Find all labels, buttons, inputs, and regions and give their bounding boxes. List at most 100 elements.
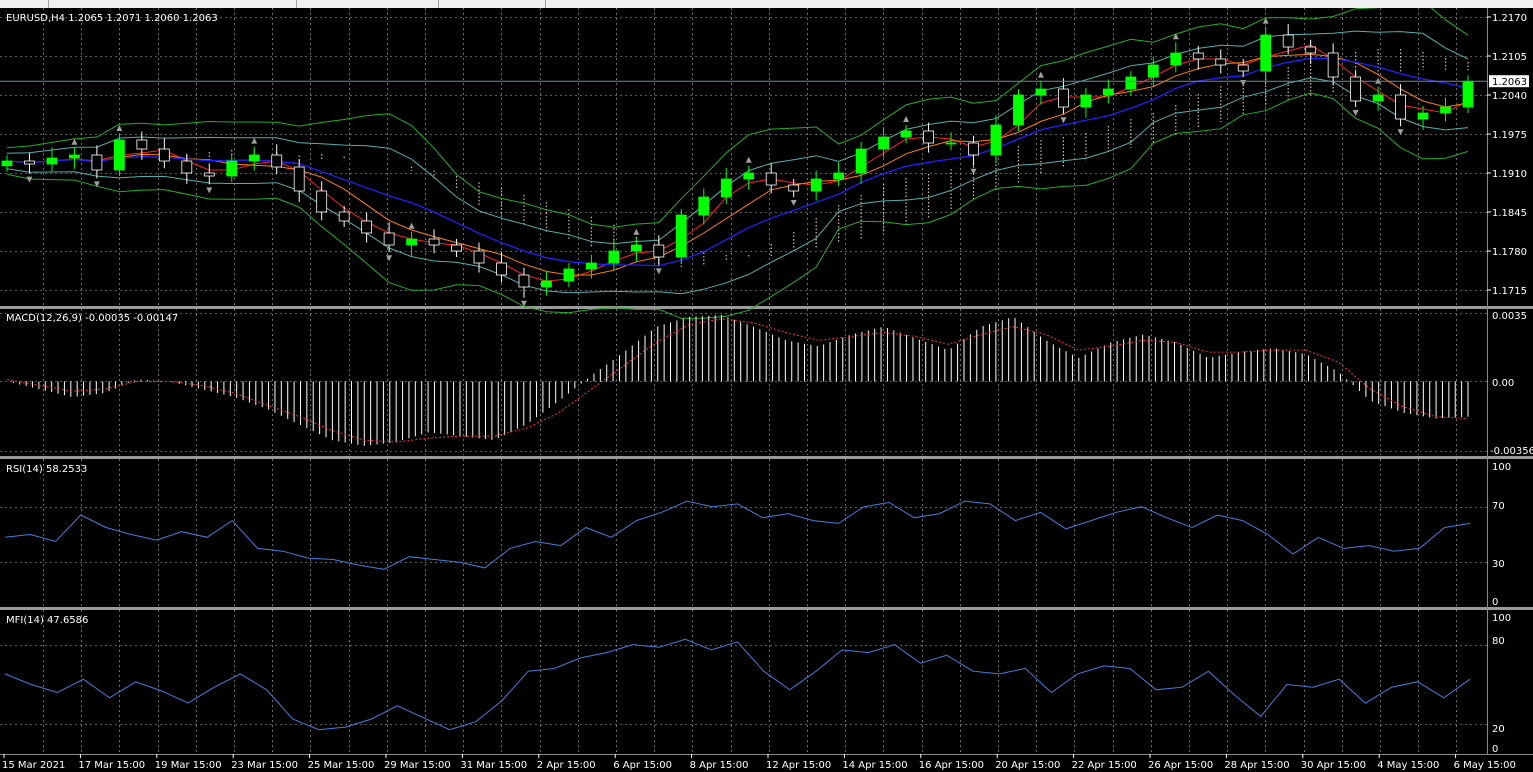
- fractal-down: [206, 187, 213, 194]
- candle-body: [1305, 46, 1317, 54]
- main-price-pane[interactable]: EURUSD,H4 1.2065 1.2071 1.2060 1.2063 1.…: [0, 8, 1529, 319]
- separator-main-macd[interactable]: [0, 306, 1533, 309]
- price-tick-label: 1.2105: [1492, 52, 1527, 63]
- rsi-pane[interactable]: RSI(14) 58.2533 100 70 30 0: [0, 459, 1511, 608]
- tab-divider: [296, 0, 297, 8]
- candle-body: [900, 130, 912, 138]
- time-tick-label: 15 Mar 2021: [2, 760, 65, 771]
- macd-label: MACD(12,26,9) -0.00035 -0.00147: [6, 313, 178, 324]
- candle-body: [563, 268, 575, 282]
- mfi-axis-100: 100: [1492, 613, 1511, 624]
- candle-body: [1102, 88, 1114, 96]
- rsi-axis-30: 30: [1492, 559, 1505, 570]
- candle-body: [653, 244, 665, 258]
- fractal-markers: [26, 17, 1404, 307]
- rsi-axis-70: 70: [1492, 501, 1505, 512]
- candle-body: [968, 142, 979, 156]
- rsi-axis-100: 100: [1492, 462, 1511, 473]
- time-tick-label: 6 Apr 15:00: [613, 760, 672, 771]
- tab-divider: [438, 0, 439, 8]
- candle-body: [1170, 52, 1182, 66]
- candle-body: [1058, 88, 1069, 108]
- subwindow-separators: [0, 8, 1533, 755]
- candle-body: [158, 148, 170, 162]
- candle-body: [24, 160, 35, 165]
- time-axis: 15 Mar 2021 17 Mar 15:00 19 Mar 15:00 23 Ma…: [2, 754, 1516, 771]
- mfi-pane[interactable]: MFI(14) 47.6586 100 80 20 0: [0, 610, 1511, 755]
- candle-body: [428, 238, 440, 246]
- candle-body: [810, 178, 822, 192]
- macd-histogram: [12, 315, 1469, 446]
- candle-body: [518, 274, 530, 288]
- candle-body: [923, 130, 934, 144]
- candle-body: [1147, 64, 1159, 78]
- candle-body: [293, 166, 305, 192]
- candle-body: [1237, 64, 1249, 72]
- mfi-line: [4, 638, 1471, 731]
- candle-body: [91, 154, 103, 171]
- candle-body: [833, 172, 845, 180]
- macd-axis-top: 0.0035: [1492, 311, 1527, 322]
- candle-body: [1260, 34, 1272, 72]
- price-tick-label: 1.1910: [1492, 169, 1527, 180]
- candle-body: [496, 262, 507, 276]
- time-tick-label: 6 May 15:00: [1454, 760, 1516, 771]
- price-tick-label: 1.1975: [1492, 130, 1527, 141]
- candle-body: [1395, 94, 1406, 120]
- candle-body: [541, 280, 552, 288]
- time-tick-label: 29 Mar 15:00: [384, 760, 451, 771]
- fractal-down: [386, 255, 393, 262]
- time-tick-label: 2 Apr 15:00: [537, 760, 596, 771]
- fractal-down: [520, 300, 527, 307]
- fractal-down: [1397, 129, 1404, 136]
- candle-body: [1215, 58, 1227, 66]
- candle-body: [1417, 112, 1429, 120]
- time-tick-label: 12 Apr 15:00: [766, 760, 831, 771]
- time-tick-label: 31 Mar 15:00: [460, 760, 527, 771]
- fractal-down: [93, 181, 100, 188]
- price-tick-label: 1.1780: [1492, 247, 1527, 258]
- candle-body: [338, 211, 350, 222]
- candle-body: [1035, 88, 1047, 96]
- fractal-up: [903, 116, 910, 122]
- mfi-axis-20: 20: [1492, 724, 1505, 735]
- candle-body: [990, 124, 1002, 156]
- time-tick-label: 22 Apr 15:00: [1072, 760, 1137, 771]
- fractal-up: [1262, 17, 1269, 24]
- bollinger-upper-inner: [6, 30, 1469, 245]
- candle-body: [1282, 34, 1294, 48]
- candle-body: [1440, 106, 1451, 114]
- fractal-up: [745, 156, 752, 163]
- mfi-grid: [0, 610, 1487, 753]
- candle-body: [1350, 76, 1362, 102]
- bollinger-upper-outer: [6, 8, 1469, 228]
- macd-grid: [0, 309, 1487, 455]
- fractal-up: [251, 137, 258, 144]
- candle-body: [361, 220, 373, 234]
- separator-macd-rsi[interactable]: [0, 456, 1533, 459]
- candle-body: [788, 184, 800, 192]
- rsi-label: RSI(14) 58.2533: [6, 464, 87, 475]
- tab-divider: [48, 0, 49, 8]
- candle-body: [136, 139, 148, 150]
- time-tick-label: 26 Apr 15:00: [1148, 760, 1213, 771]
- separator-rsi-mfi[interactable]: [0, 607, 1533, 610]
- time-tick-label: 16 Apr 15:00: [919, 760, 984, 771]
- candle-body: [181, 160, 193, 174]
- fractal-up: [1037, 71, 1044, 78]
- candle-body: [945, 142, 957, 145]
- rsi-axis-0: 0: [1492, 597, 1498, 608]
- candle-body: [1372, 94, 1384, 102]
- chart-window[interactable]: EURUSD,H4 1.2065 1.2071 1.2060 1.2063 1.…: [0, 8, 1533, 772]
- macd-axis-zero: 0.00: [1492, 378, 1514, 389]
- bollinger-lower-inner: [6, 77, 1469, 295]
- bollinger-bands: [6, 8, 1469, 319]
- candle-body: [878, 136, 889, 150]
- time-tick-label: 30 Apr 15:00: [1301, 760, 1366, 771]
- price-axis: 1.2170 1.2105 1.2040 1.1975 1.1910 1.1845 1.17…: [1487, 13, 1527, 297]
- candle-body: [1, 160, 13, 167]
- mfi-axis-80: 80: [1492, 636, 1505, 647]
- macd-pane[interactable]: MACD(12,26,9) -0.00035 -0.00147 0.0035 0…: [0, 309, 1533, 457]
- fractal-down: [970, 168, 977, 175]
- candle-body: [675, 214, 687, 258]
